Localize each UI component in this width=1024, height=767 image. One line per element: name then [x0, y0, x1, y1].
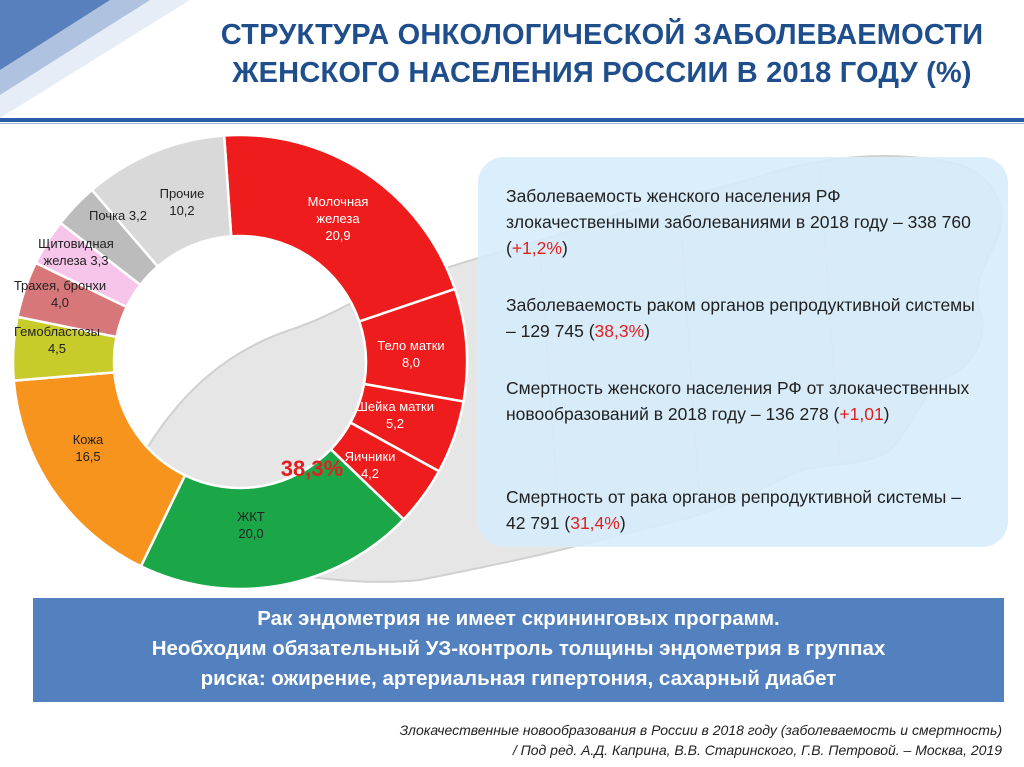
key-message-banner [33, 598, 1004, 702]
reproductive-incidence-end: ) [644, 321, 650, 341]
donut-slice-4 [139, 447, 406, 591]
donut-slice-5 [12, 371, 187, 568]
source-citation: Злокачественные новообразования в России… [400, 720, 1002, 760]
banner-line-2: Необходим обязательный УЗ-контроль толщи… [151, 637, 886, 660]
reproductive-mortality-text: Смертность от рака органов репродуктивно… [506, 484, 976, 536]
reproductive-incidence-share: 38,3% [594, 321, 645, 341]
page-title-line-1: СТРУКТУРА ОНКОЛОГИЧЕСКОЙ ЗАБОЛЕВАЕМОСТИ [220, 19, 984, 51]
donut-slice-0 [222, 133, 457, 324]
donut-label-4: ЖКТ 20,0 [237, 509, 265, 541]
donut-label-10: Прочие 10,2 [160, 186, 205, 218]
banner-line-3: риска: ожирение, артериальная гипертония… [200, 667, 837, 690]
donut-label-3: Яичники 4,2 [345, 449, 396, 481]
incidence-total-label: Заболеваемость женского населения РФ зло… [506, 186, 971, 258]
mortality-total-label: Смертность женского населения РФ от злок… [506, 378, 970, 424]
incidence-donut-chart: Молочная железа 20,9 Тело матки 8,0 Шейка мат… [11, 133, 469, 591]
donut-label-9: Почка 3,2 [89, 208, 147, 223]
reproductive-incidence-text: Заболеваемость раком органов репродуктив… [506, 292, 976, 344]
donut-label-6: Гемобластозы 4,5 [14, 324, 100, 356]
reproductive-mortality-label: Смертность от рака органов репродуктивно… [506, 487, 961, 533]
banner-line-1: Рак эндометрия не имеет скрининговых про… [257, 607, 780, 630]
title-divider-thin [0, 123, 1024, 124]
mortality-total-end: ) [883, 404, 890, 424]
reproductive-mortality-share: 31,4% [570, 513, 620, 533]
mortality-total-text: Смертность женского населения РФ от злок… [506, 375, 976, 427]
donut-label-2: Шейка матки 5,2 [356, 399, 434, 431]
statistics-panel [478, 157, 1008, 547]
mortality-total-change: +1,01 [839, 404, 884, 424]
donut-label-0: Молочная железа 20,9 [308, 194, 369, 243]
source-line-2: / Под ред. А.Д. Каприна, В.В. Старинског… [512, 742, 1002, 758]
donut-slice-10 [90, 134, 233, 269]
incidence-total-change: +1,2% [511, 238, 562, 258]
donut-label-1: Тело матки 8,0 [377, 338, 444, 370]
corner-decoration [0, 0, 190, 118]
reproductive-incidence-label: Заболеваемость раком органов репродуктив… [506, 295, 975, 341]
reproductive-mortality-end: ) [619, 513, 626, 533]
donut-label-7: Трахея, бронхи 4,0 [14, 278, 106, 310]
page-title: СТРУКТУРА ОНКОЛОГИЧЕСКОЙ ЗАБОЛЕВАЕМОСТИ … [200, 16, 1004, 92]
incidence-total-end: ) [561, 238, 568, 258]
title-divider [0, 118, 1024, 122]
incidence-total-text: Заболеваемость женского населения РФ зло… [506, 183, 976, 261]
reproductive-share-label: 38,3% [281, 456, 343, 481]
donut-label-8: Щитовидная железа 3,3 [38, 236, 114, 268]
donut-label-5: Кожа 16,5 [73, 432, 104, 464]
page-title-line-2: ЖЕНСКОГО НАСЕЛЕНИЯ РОССИИ В 2018 ГОДУ (%… [232, 57, 972, 89]
source-line-1: Злокачественные новообразования в России… [399, 722, 1002, 738]
